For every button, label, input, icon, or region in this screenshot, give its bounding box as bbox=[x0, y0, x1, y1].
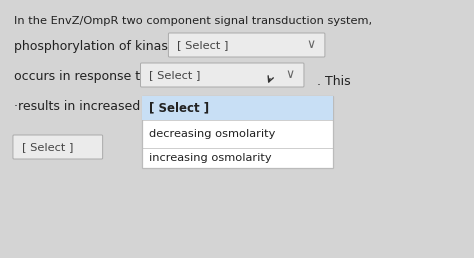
Text: . This: . This bbox=[317, 75, 351, 88]
Text: increasing osmolarity: increasing osmolarity bbox=[149, 153, 272, 163]
Text: decreasing osmolarity: decreasing osmolarity bbox=[149, 129, 276, 139]
FancyBboxPatch shape bbox=[142, 96, 333, 168]
FancyBboxPatch shape bbox=[168, 33, 325, 57]
Text: [ Select ]: [ Select ] bbox=[22, 142, 73, 152]
FancyBboxPatch shape bbox=[142, 96, 333, 120]
FancyBboxPatch shape bbox=[140, 63, 304, 87]
Text: occurs in response to: occurs in response to bbox=[14, 70, 148, 83]
Text: ∨: ∨ bbox=[286, 69, 295, 82]
Text: In the EnvZ/OmpR two component signal transduction system,: In the EnvZ/OmpR two component signal tr… bbox=[14, 16, 372, 26]
Text: phosphorylation of kinase: phosphorylation of kinase bbox=[14, 40, 175, 53]
Text: ∨: ∨ bbox=[307, 38, 316, 52]
Text: [ Select ]: [ Select ] bbox=[149, 101, 210, 115]
FancyBboxPatch shape bbox=[13, 135, 103, 159]
Text: [ Select ]: [ Select ] bbox=[149, 70, 201, 80]
Text: [ Select ]: [ Select ] bbox=[177, 40, 229, 50]
Text: ·results in increased ex: ·results in increased ex bbox=[14, 100, 159, 113]
